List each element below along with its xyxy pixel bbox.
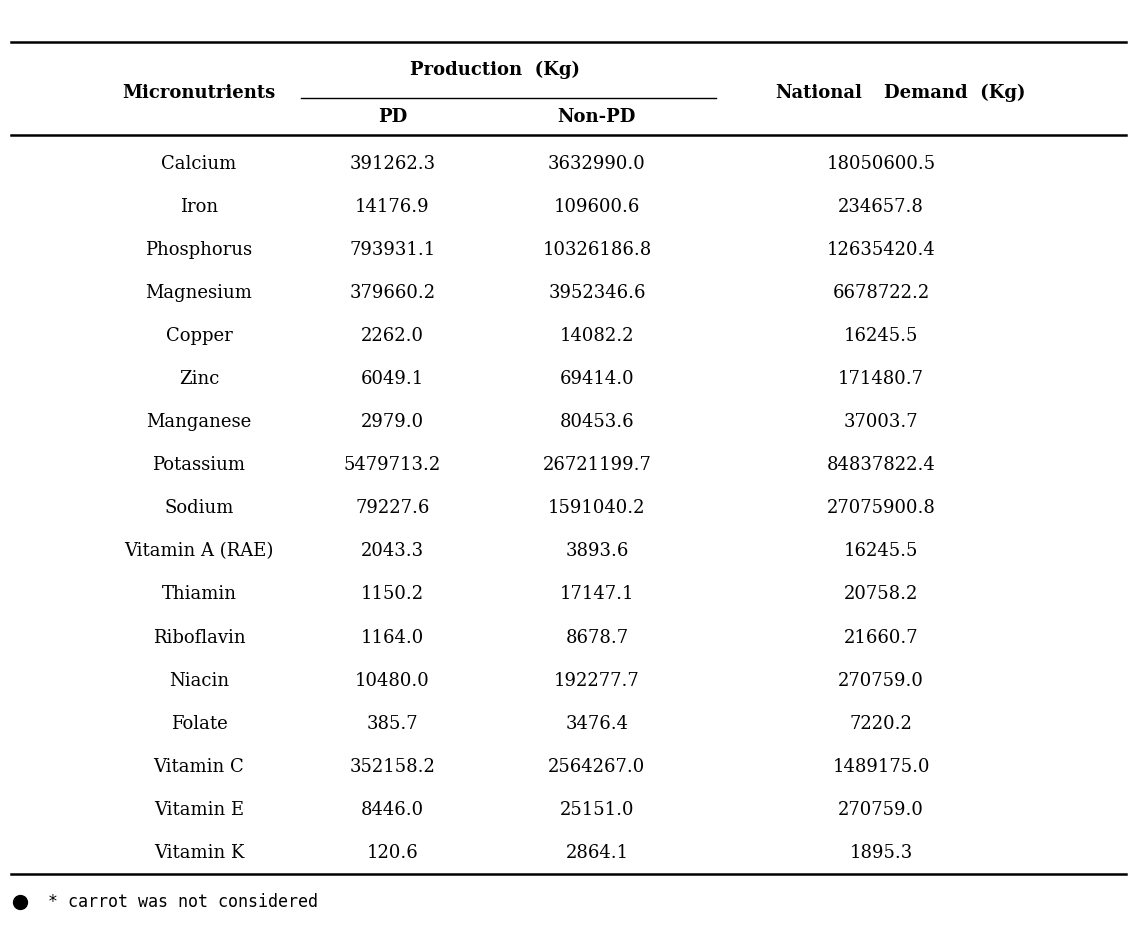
Text: 14082.2: 14082.2 (559, 327, 634, 345)
Text: 10480.0: 10480.0 (355, 672, 430, 690)
Text: 16245.5: 16245.5 (844, 542, 919, 560)
Text: 192277.7: 192277.7 (554, 672, 640, 690)
Text: 16245.5: 16245.5 (844, 327, 919, 345)
Text: 2564267.0: 2564267.0 (548, 758, 646, 775)
Text: 3632990.0: 3632990.0 (548, 155, 646, 173)
Text: Thiamin: Thiamin (161, 585, 236, 604)
Text: Vitamin K: Vitamin K (153, 843, 244, 862)
Text: Sodium: Sodium (164, 500, 234, 517)
Text: 6049.1: 6049.1 (360, 370, 424, 389)
Text: Folate: Folate (171, 715, 227, 733)
Text: 7220.2: 7220.2 (849, 715, 913, 733)
Text: Niacin: Niacin (169, 672, 229, 690)
Text: Riboflavin: Riboflavin (152, 628, 246, 647)
Text: Potassium: Potassium (152, 457, 246, 474)
Text: PD: PD (377, 107, 407, 126)
Text: 5479713.2: 5479713.2 (343, 457, 441, 474)
Text: 26721199.7: 26721199.7 (542, 457, 652, 474)
Text: 14176.9: 14176.9 (355, 199, 430, 216)
Text: 234657.8: 234657.8 (838, 199, 924, 216)
Text: 21660.7: 21660.7 (844, 628, 919, 647)
Text: 80453.6: 80453.6 (559, 413, 634, 432)
Text: 120.6: 120.6 (366, 843, 418, 862)
Text: 84837822.4: 84837822.4 (827, 457, 936, 474)
Text: 79227.6: 79227.6 (355, 500, 430, 517)
Text: 3952346.6: 3952346.6 (548, 284, 646, 302)
Text: 109600.6: 109600.6 (554, 199, 640, 216)
Text: 385.7: 385.7 (366, 715, 418, 733)
Text: Manganese: Manganese (147, 413, 251, 432)
Text: * carrot was not considered: * carrot was not considered (48, 893, 317, 911)
Text: 17147.1: 17147.1 (559, 585, 634, 604)
Text: Vitamin C: Vitamin C (153, 758, 244, 775)
Text: 1150.2: 1150.2 (360, 585, 424, 604)
Text: 171480.7: 171480.7 (838, 370, 924, 389)
Text: 1591040.2: 1591040.2 (548, 500, 646, 517)
Text: Magnesium: Magnesium (146, 284, 252, 302)
Text: Copper: Copper (166, 327, 232, 345)
Text: 18050600.5: 18050600.5 (827, 155, 936, 173)
Text: Zinc: Zinc (179, 370, 219, 389)
Text: 379660.2: 379660.2 (349, 284, 435, 302)
Text: 793931.1: 793931.1 (349, 241, 435, 259)
Text: 2043.3: 2043.3 (360, 542, 424, 560)
Text: 6678722.2: 6678722.2 (832, 284, 930, 302)
Text: Phosphorus: Phosphorus (146, 241, 252, 259)
Text: 27075900.8: 27075900.8 (827, 500, 936, 517)
Text: 352158.2: 352158.2 (349, 758, 435, 775)
Text: 37003.7: 37003.7 (844, 413, 919, 432)
Text: 3476.4: 3476.4 (565, 715, 629, 733)
Text: Non-PD: Non-PD (558, 107, 636, 126)
Text: 8446.0: 8446.0 (360, 801, 424, 818)
Text: Iron: Iron (180, 199, 218, 216)
Text: 1489175.0: 1489175.0 (832, 758, 930, 775)
Text: 20758.2: 20758.2 (844, 585, 919, 604)
Text: Micronutrients: Micronutrients (123, 84, 275, 103)
Text: Demand  (Kg): Demand (Kg) (885, 84, 1026, 103)
Text: 10326186.8: 10326186.8 (542, 241, 652, 259)
Text: National: National (775, 84, 862, 103)
Text: Production  (Kg): Production (Kg) (409, 61, 580, 79)
Text: 270759.0: 270759.0 (838, 801, 924, 818)
Text: 391262.3: 391262.3 (349, 155, 435, 173)
Text: 1895.3: 1895.3 (849, 843, 913, 862)
Text: Calcium: Calcium (161, 155, 236, 173)
Text: 2979.0: 2979.0 (360, 413, 424, 432)
Text: 1164.0: 1164.0 (360, 628, 424, 647)
Text: 12635420.4: 12635420.4 (827, 241, 936, 259)
Text: 270759.0: 270759.0 (838, 672, 924, 690)
Text: 2262.0: 2262.0 (360, 327, 424, 345)
Text: Vitamin A (RAE): Vitamin A (RAE) (124, 542, 274, 560)
Text: 2864.1: 2864.1 (565, 843, 629, 862)
Text: 3893.6: 3893.6 (565, 542, 629, 560)
Text: 8678.7: 8678.7 (565, 628, 629, 647)
Text: 25151.0: 25151.0 (559, 801, 634, 818)
Text: Vitamin E: Vitamin E (153, 801, 244, 818)
Text: 69414.0: 69414.0 (559, 370, 634, 389)
